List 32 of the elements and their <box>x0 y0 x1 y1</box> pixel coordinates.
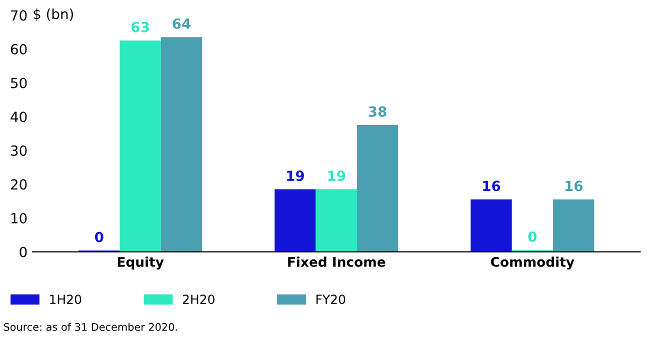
bar <box>470 199 512 252</box>
bar <box>120 40 161 252</box>
y-tick-label: 10 <box>11 212 27 224</box>
legend-label: FY20 <box>316 294 346 304</box>
data-label: 19 <box>287 170 304 182</box>
data-label: 0 <box>528 231 537 242</box>
y-tick-label: 30 <box>11 145 27 156</box>
bar <box>160 37 202 252</box>
bar <box>274 189 316 252</box>
y-tick-label: 40 <box>10 112 27 122</box>
bar <box>356 125 398 252</box>
data-label: 16 <box>565 180 583 192</box>
data-label: 16 <box>483 180 500 192</box>
bar <box>316 189 357 252</box>
x-tick-label: Commodity <box>490 256 574 270</box>
data-label: 38 <box>368 106 386 117</box>
y-tick-label: 20 <box>10 179 27 190</box>
x-tick-label: Fixed Income <box>288 256 386 267</box>
data-label: 19 <box>328 170 346 182</box>
y-tick-label: 70 <box>11 10 27 21</box>
data-label: 63 <box>132 22 149 32</box>
y-tick-label: 60 <box>10 44 27 54</box>
bar <box>553 199 594 252</box>
data-label: 0 <box>94 232 104 242</box>
y-tick-label: 50 <box>11 78 27 88</box>
legend-label: 2H20 <box>182 294 214 304</box>
y-tick-label: 0 <box>20 246 27 258</box>
legend-label: 1H20 <box>50 294 82 304</box>
y-axis-title: $ (bn) <box>34 8 74 22</box>
data-label: 64 <box>172 18 191 29</box>
source-note: Source: as of 31 December 2020. <box>4 322 177 331</box>
x-tick-label: Equity <box>118 256 164 270</box>
